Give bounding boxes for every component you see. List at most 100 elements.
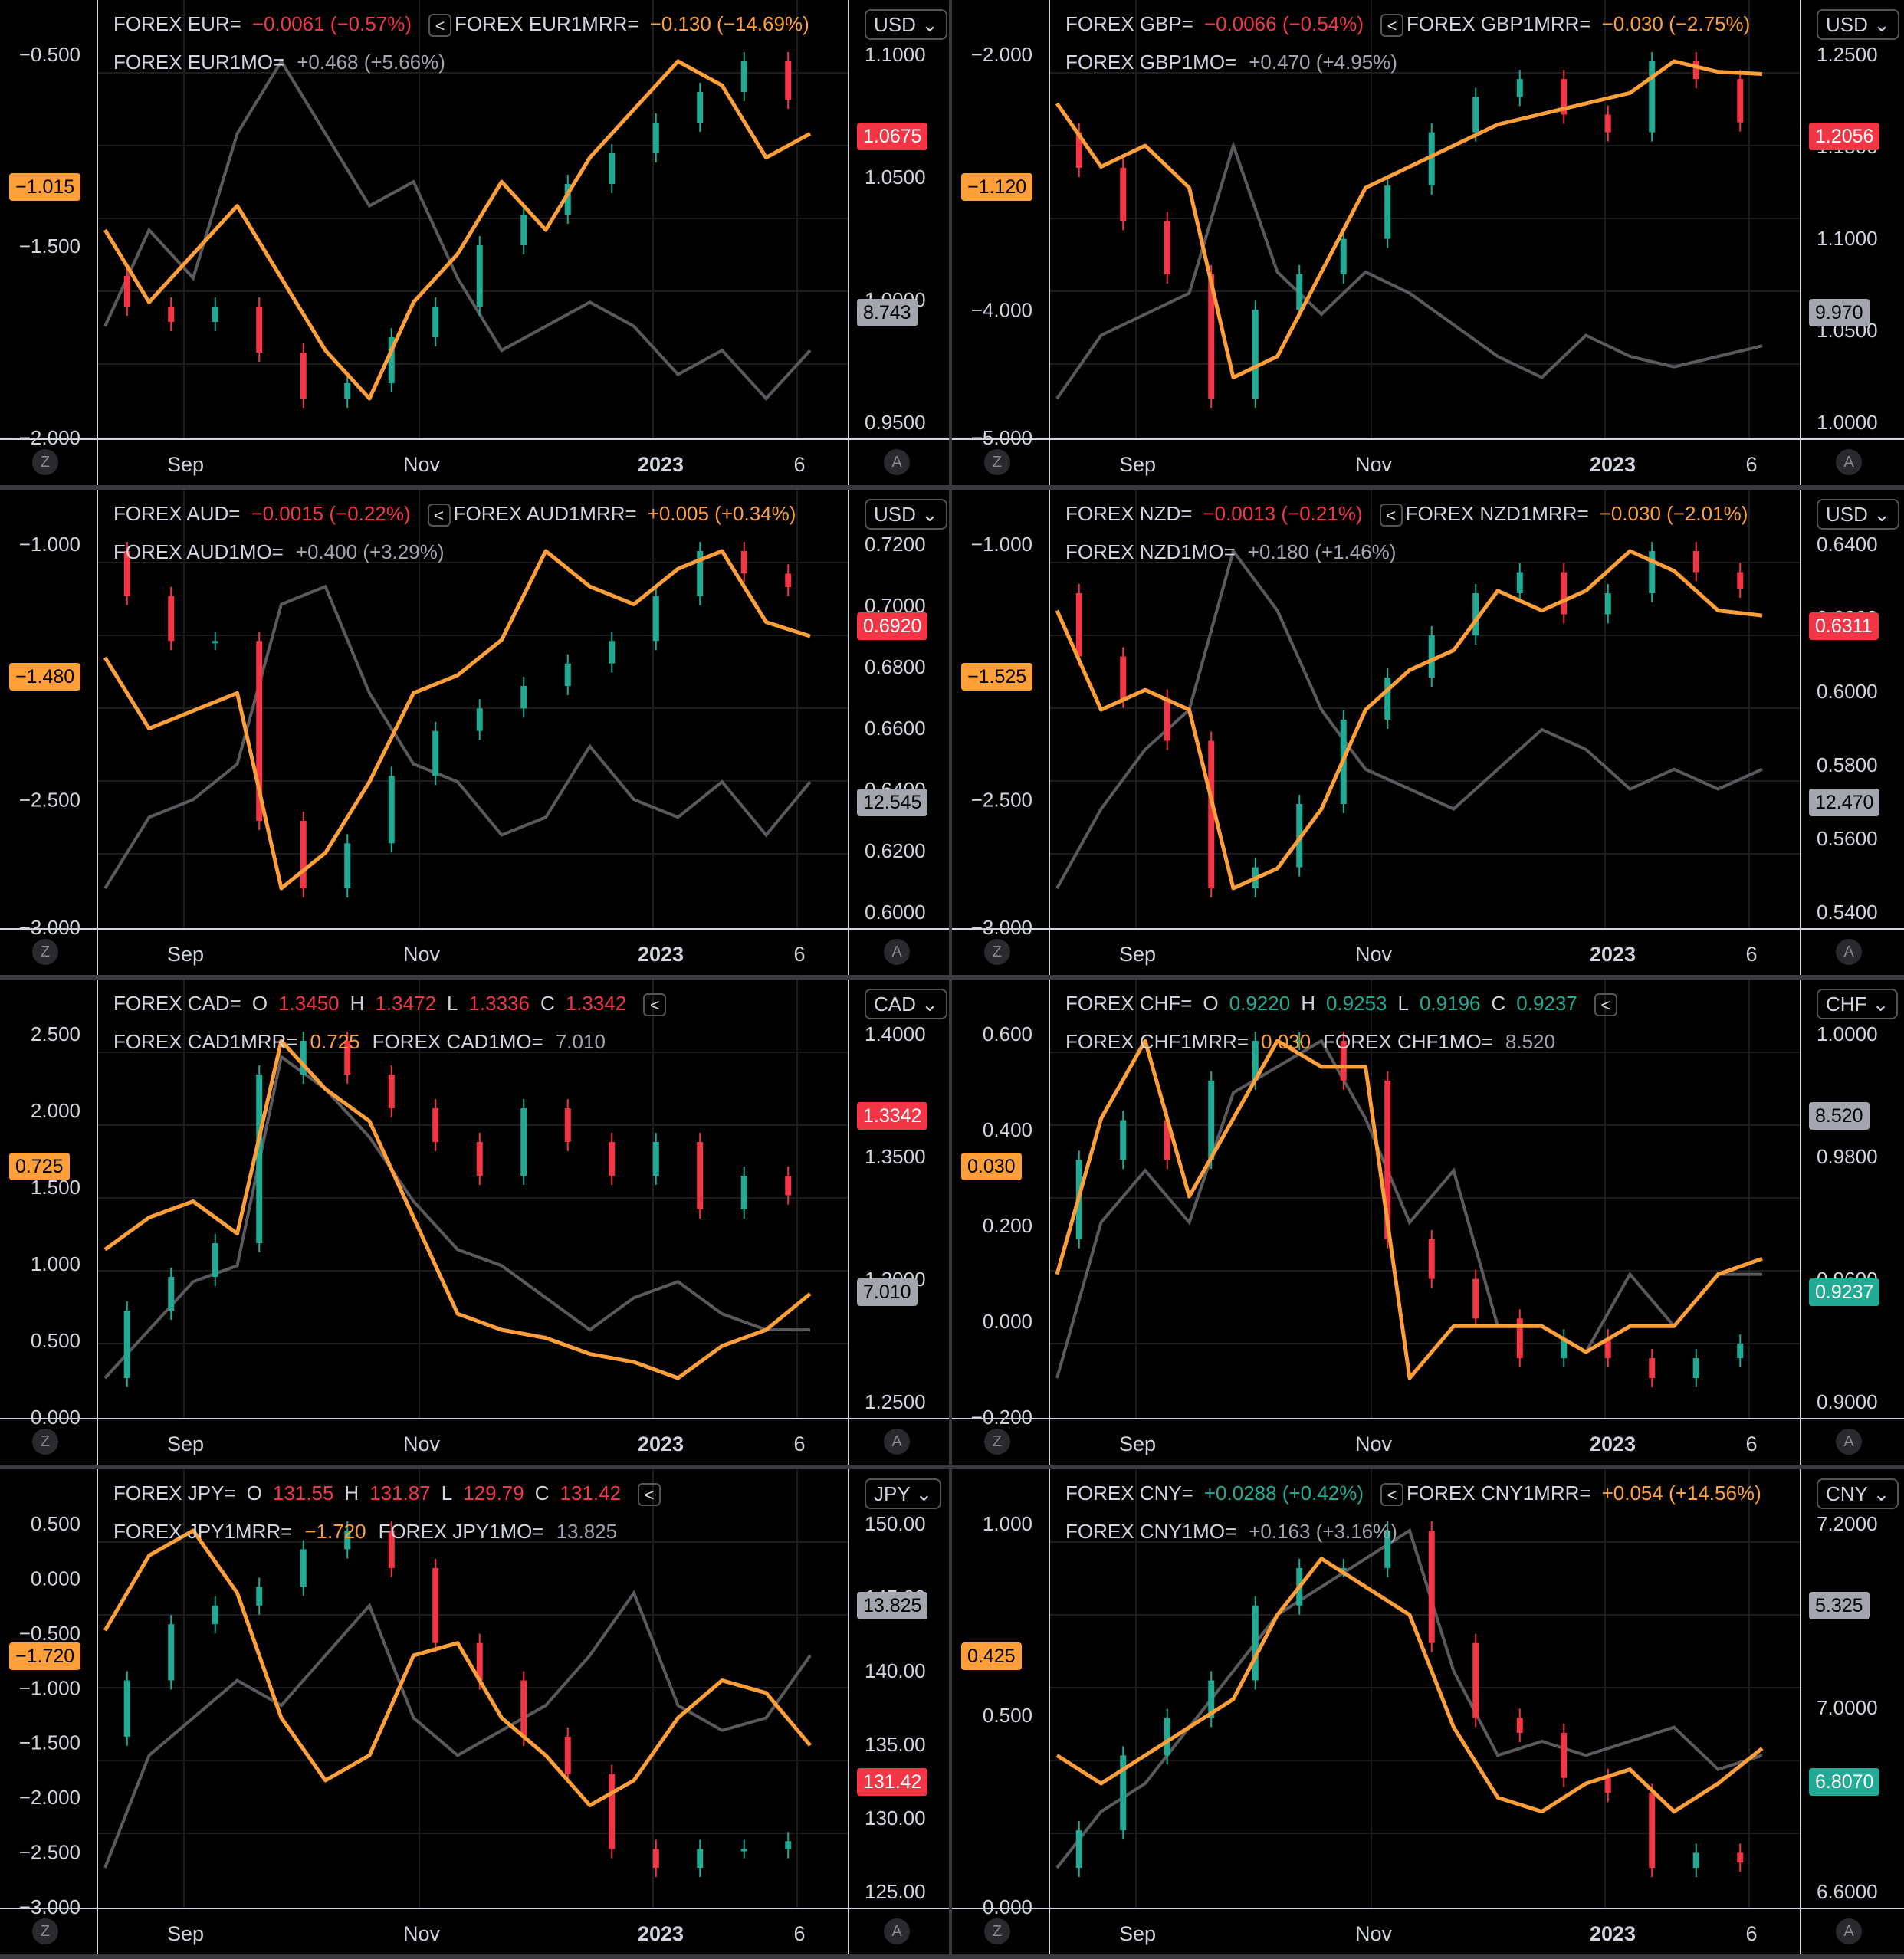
x-tick-label: Nov bbox=[1355, 1922, 1393, 1945]
right-tick-label: 0.6000 bbox=[1817, 680, 1878, 703]
auto-scale-button[interactable]: A bbox=[1836, 1429, 1862, 1455]
zoom-button[interactable]: Z bbox=[984, 1918, 1010, 1944]
legend-text: 1.3342 bbox=[565, 992, 627, 1015]
left-tick-label: −2.500 bbox=[19, 788, 80, 811]
collapse-legend-button[interactable]: < bbox=[1594, 993, 1617, 1017]
candle-body bbox=[432, 1567, 439, 1643]
collapse-legend-button[interactable]: < bbox=[428, 14, 452, 38]
legend-text: L bbox=[446, 992, 458, 1015]
left-tick-label: 0.000 bbox=[983, 1895, 1032, 1918]
x-tick-label: 2023 bbox=[638, 943, 684, 966]
legend-text: FOREX CAD1MRR= bbox=[113, 1030, 298, 1053]
collapse-legend-button[interactable]: < bbox=[427, 504, 451, 527]
candle-body bbox=[1164, 1120, 1170, 1160]
candle-body bbox=[300, 1549, 307, 1587]
candle-body bbox=[300, 353, 307, 399]
currency-dropdown[interactable]: USD ⌄ bbox=[865, 499, 947, 530]
candle-body bbox=[609, 1774, 616, 1849]
right-tick-label: 0.9500 bbox=[865, 411, 926, 434]
chart-panel-nzd[interactable]: −1.000−2.000−2.500−3.0000.64000.62000.60… bbox=[952, 490, 1904, 980]
chart-panel-cad[interactable]: 2.500 2.000 1.500 1.000 0.500 0.000 1.4000 1.35… bbox=[0, 980, 952, 1469]
currency-dropdown[interactable]: USD ⌄ bbox=[1817, 499, 1899, 530]
zoom-button[interactable]: Z bbox=[984, 939, 1010, 965]
zoom-button[interactable]: Z bbox=[984, 1429, 1010, 1455]
legend-row-2: FOREX EUR1MO= +0.468 (+5.66%) bbox=[113, 51, 458, 74]
x-tick-label: 6 bbox=[1745, 453, 1757, 476]
left-tick-label: −0.500 bbox=[19, 43, 80, 66]
x-tick-label: Sep bbox=[167, 453, 204, 476]
candle-body bbox=[1252, 1605, 1259, 1681]
legend-row-2: FOREX CHF1MRR= 0.030 FOREX CHF1MO= 8.520 bbox=[1065, 1030, 1568, 1053]
currency-dropdown[interactable]: CAD ⌄ bbox=[865, 989, 947, 1019]
candle-body bbox=[1649, 1793, 1656, 1868]
zoom-button[interactable]: Z bbox=[32, 449, 58, 475]
chart-svg: −0.500−1.500−2.0001.10001.05001.00000.95… bbox=[0, 0, 952, 490]
collapse-legend-button[interactable]: < bbox=[1380, 14, 1404, 38]
collapse-legend-button[interactable]: < bbox=[1380, 1483, 1404, 1507]
auto-scale-button[interactable]: A bbox=[884, 939, 910, 965]
candle-body bbox=[785, 1841, 792, 1849]
chart-panel-aud[interactable]: −1.000−2.000−2.500−3.0000.72000.70000.68… bbox=[0, 490, 952, 980]
x-tick-label: Sep bbox=[167, 943, 204, 966]
chart-panel-chf[interactable]: 0.600 0.400 0.200 0.000 −0.200 1.0000 0.9800 0.… bbox=[952, 980, 1904, 1469]
series-line-1mrr bbox=[1055, 59, 1763, 379]
legend-text: 7.010 bbox=[555, 1030, 606, 1053]
series-line-1mrr bbox=[103, 1528, 812, 1808]
candle-body bbox=[344, 1041, 351, 1075]
panel-separator bbox=[952, 485, 1904, 490]
auto-scale-button[interactable]: A bbox=[1836, 449, 1862, 475]
chart-panel-eur[interactable]: −0.500−1.500−2.0001.10001.05001.00000.95… bbox=[0, 0, 952, 490]
candle-body bbox=[785, 573, 792, 587]
candle-body bbox=[432, 1108, 439, 1142]
panel-separator bbox=[949, 980, 952, 1469]
zoom-button[interactable]: Z bbox=[32, 1918, 58, 1944]
candle-body bbox=[1252, 1041, 1259, 1081]
candle-body bbox=[476, 245, 483, 307]
auto-scale-button[interactable]: A bbox=[884, 1918, 910, 1944]
panel-separator bbox=[0, 1465, 952, 1469]
zoom-button[interactable]: Z bbox=[984, 449, 1010, 475]
chart-panel-cny[interactable]: 1.000 0.500 0.000 7.2000 7.0000 6.6000 Sep Nov 2… bbox=[952, 1469, 1904, 1959]
left-tick-label: −2.500 bbox=[19, 1841, 80, 1864]
left-tick-label: −3.000 bbox=[971, 916, 1032, 939]
candle-body bbox=[1075, 1830, 1082, 1868]
candle-body bbox=[1472, 97, 1479, 133]
legend-text: FOREX CNY= bbox=[1065, 1482, 1193, 1505]
currency-dropdown[interactable]: USD ⌄ bbox=[865, 9, 947, 40]
currency-dropdown[interactable]: CHF ⌄ bbox=[1817, 989, 1899, 1019]
legend-text: FOREX NZD= bbox=[1065, 502, 1193, 525]
candle-body bbox=[212, 1605, 218, 1625]
zoom-button[interactable]: Z bbox=[32, 939, 58, 965]
right-tick-label: 1.0000 bbox=[1817, 411, 1878, 434]
auto-scale-button[interactable]: A bbox=[1836, 939, 1862, 965]
right-tick-label: 6.6000 bbox=[1817, 1880, 1878, 1903]
left-tick-label: −1.000 bbox=[19, 533, 80, 556]
currency-dropdown[interactable]: JPY ⌄ bbox=[865, 1478, 942, 1509]
right-tick-label: 0.5400 bbox=[1817, 901, 1878, 924]
collapse-legend-button[interactable]: < bbox=[643, 993, 667, 1017]
chart-svg: −1.000−2.000−2.500−3.0000.72000.70000.68… bbox=[0, 490, 952, 980]
legend-row-1: FOREX CHF= O 0.9220 H 0.9253 L 0.9196 C 0.9237 < bbox=[1065, 992, 1620, 1017]
legend-text: FOREX NZD1MO= bbox=[1065, 540, 1236, 563]
auto-scale-button[interactable]: A bbox=[884, 1429, 910, 1455]
chart-panel-jpy[interactable]: 0.500 0.000 −0.500 −1.000 −1.500 −2.000 −2.500… bbox=[0, 1469, 952, 1959]
auto-scale-button[interactable]: A bbox=[1836, 1918, 1862, 1944]
candle-body bbox=[1472, 1642, 1479, 1718]
legend-text: FOREX CHF1MRR= bbox=[1065, 1030, 1249, 1053]
x-tick-label: Nov bbox=[1355, 453, 1393, 476]
auto-scale-button[interactable]: A bbox=[884, 449, 910, 475]
legend-row-1: FOREX CAD= O 1.3450 H 1.3472 L 1.3336 C 1.3342 < bbox=[113, 992, 669, 1017]
x-tick-label: 2023 bbox=[1590, 1432, 1636, 1455]
collapse-legend-button[interactable]: < bbox=[1379, 504, 1403, 527]
candle-body bbox=[652, 596, 659, 642]
currency-dropdown[interactable]: USD ⌄ bbox=[1817, 9, 1899, 40]
series-line-1mo bbox=[103, 1590, 812, 1869]
x-tick-label: Sep bbox=[1119, 1432, 1156, 1455]
zoom-button[interactable]: Z bbox=[32, 1429, 58, 1455]
candle-body bbox=[1252, 310, 1259, 399]
legend-text: +0.400 (+3.29%) bbox=[295, 540, 445, 563]
legend-text: L bbox=[1397, 992, 1409, 1015]
chart-panel-gbp[interactable]: −2.000−3.000−4.000−5.0001.25001.15001.10… bbox=[952, 0, 1904, 490]
collapse-legend-button[interactable]: < bbox=[638, 1483, 661, 1507]
currency-dropdown[interactable]: CNY ⌄ bbox=[1817, 1478, 1899, 1509]
